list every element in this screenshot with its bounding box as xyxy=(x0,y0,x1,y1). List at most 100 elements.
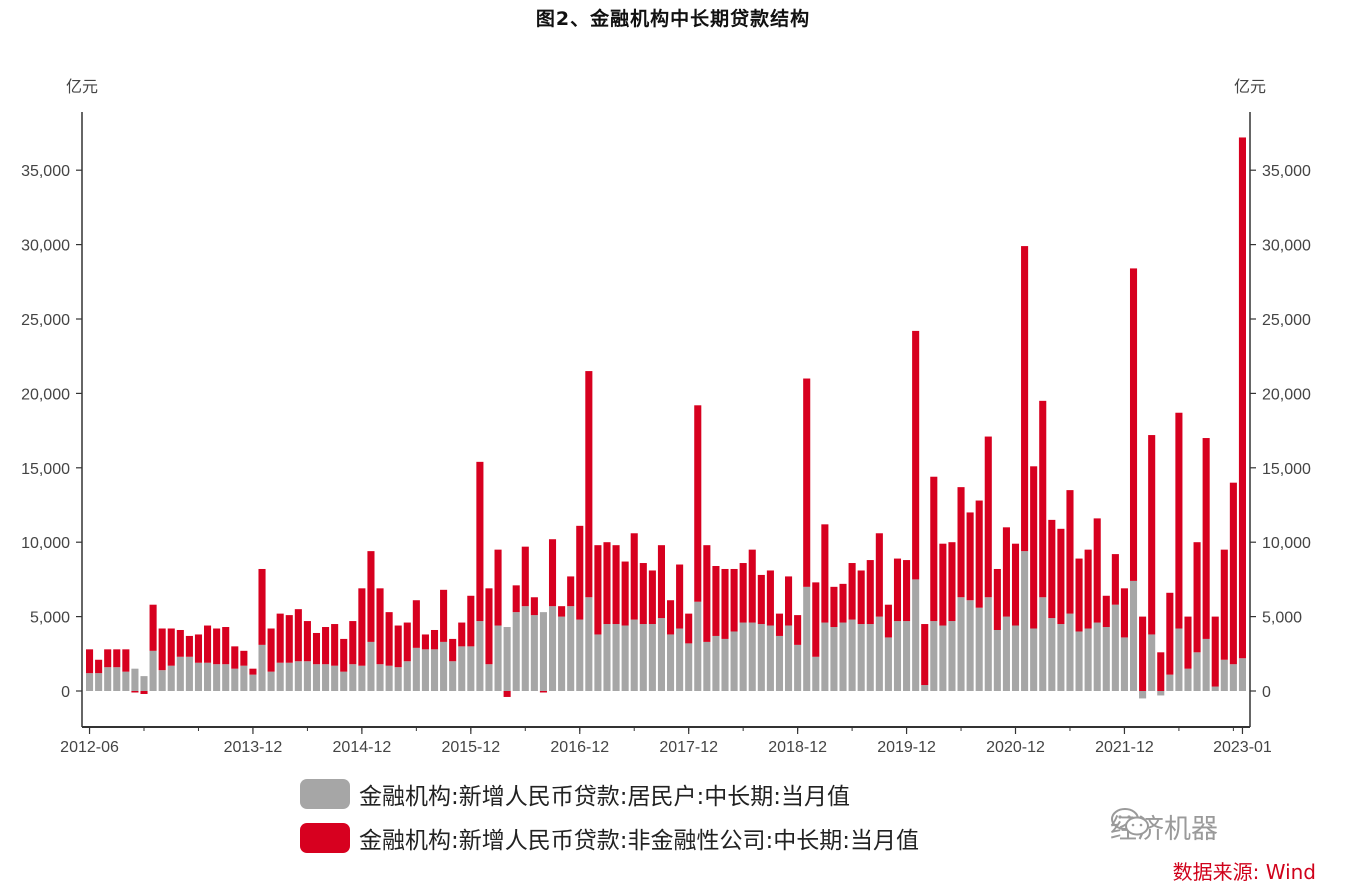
corporate-bar xyxy=(95,659,103,674)
chart-title: 图2、金融机构中长期贷款结构 xyxy=(535,8,811,30)
corporate-bar xyxy=(285,615,293,663)
corporate-bar xyxy=(512,585,520,613)
corporate-bar xyxy=(667,600,675,635)
household-bar xyxy=(331,665,339,691)
corporate-bar xyxy=(1120,588,1128,638)
corporate-bar xyxy=(567,576,575,607)
household-bar xyxy=(639,624,647,691)
wechat-icon xyxy=(1111,808,1149,836)
corporate-bar xyxy=(903,560,911,622)
corporate-bar xyxy=(585,371,593,598)
household-bar xyxy=(785,625,793,691)
household-bar xyxy=(1166,674,1174,691)
corporate-bar xyxy=(1166,592,1174,675)
household-bar xyxy=(730,631,738,691)
x-tick-label: 2013-12 xyxy=(224,739,283,756)
household-bar xyxy=(303,661,311,691)
household-bar xyxy=(204,662,212,691)
household-bar xyxy=(1211,686,1219,691)
corporate-bar xyxy=(167,628,175,666)
household-bar xyxy=(340,671,348,691)
corporate-bar xyxy=(521,546,529,607)
corporate-bar xyxy=(1229,482,1237,665)
corporate-bar xyxy=(884,604,892,638)
corporate-bar xyxy=(449,638,457,662)
household-bar xyxy=(1111,604,1119,691)
corporate-bar xyxy=(1129,268,1138,581)
corporate-bar xyxy=(294,609,302,662)
corporate-bar xyxy=(685,613,693,644)
corporate-bar xyxy=(222,627,230,665)
corporate-bar xyxy=(548,539,557,607)
corporate-bar xyxy=(376,588,384,665)
household-bar xyxy=(158,670,166,691)
corporate-bar xyxy=(1193,542,1201,653)
household-bar xyxy=(440,641,448,691)
corporate-bar xyxy=(1093,518,1101,623)
corporate-bar xyxy=(476,461,484,622)
household-bar xyxy=(794,644,802,691)
corporate-bar xyxy=(1111,554,1119,605)
household-bar xyxy=(530,615,538,691)
left-y-tick-label: 15,000 xyxy=(21,461,70,478)
left-y-tick-label: 10,000 xyxy=(21,535,70,552)
household-bar xyxy=(830,627,838,691)
corporate-bar xyxy=(848,563,856,620)
corporate-bar xyxy=(730,568,738,632)
legend-swatch-household xyxy=(300,779,350,809)
household-bar xyxy=(258,644,266,691)
household-bar xyxy=(194,662,203,691)
household-bar xyxy=(312,664,321,691)
household-bar xyxy=(122,671,130,691)
household-bar xyxy=(403,661,411,691)
corporate-bar xyxy=(830,586,838,628)
left-y-tick-label: 20,000 xyxy=(21,386,70,403)
corporate-bar xyxy=(612,545,620,625)
corporate-bar xyxy=(630,533,638,620)
corporate-bar xyxy=(1057,528,1065,625)
x-tick-label: 2016-12 xyxy=(550,739,609,756)
corporate-bar xyxy=(803,378,811,587)
corporate-bar xyxy=(1011,543,1020,626)
household-bar xyxy=(449,661,457,691)
household-bar xyxy=(984,597,992,691)
corporate-bar xyxy=(403,622,411,662)
household-bar xyxy=(1193,652,1201,691)
household-bar xyxy=(185,656,193,691)
corporate-bar xyxy=(149,604,157,651)
corporate-bar xyxy=(948,542,956,622)
household-bar xyxy=(113,667,121,691)
household-bar xyxy=(267,671,275,691)
left-y-tick-label: 30,000 xyxy=(21,238,70,255)
corporate-bar xyxy=(1220,549,1228,660)
right-y-tick-label: 15,000 xyxy=(1262,461,1311,478)
corporate-bar xyxy=(1175,412,1183,629)
household-bar xyxy=(803,586,811,691)
household-bar xyxy=(467,646,475,691)
corporate-bar xyxy=(875,533,883,617)
household-bar xyxy=(576,619,584,691)
corporate-bar xyxy=(340,638,348,672)
household-bar xyxy=(240,665,248,691)
household-bar xyxy=(685,643,693,691)
household-bar xyxy=(1229,664,1237,691)
household-bar xyxy=(249,674,257,691)
household-bar xyxy=(875,616,883,691)
corporate-bar xyxy=(721,568,729,639)
household-bar xyxy=(884,637,892,691)
left-y-tick-label: 25,000 xyxy=(21,312,70,329)
household-bar xyxy=(285,662,293,691)
corporate-bar xyxy=(1102,595,1110,628)
household-bar xyxy=(1129,580,1138,691)
corporate-bar xyxy=(358,588,366,666)
household-bar xyxy=(621,625,629,691)
left-y-tick-label: 0 xyxy=(61,684,70,701)
corporate-bar xyxy=(839,583,847,623)
household-bar xyxy=(975,607,983,691)
household-bar xyxy=(95,673,103,691)
corporate-bar xyxy=(276,613,284,663)
household-bar xyxy=(494,625,502,691)
data-source: 数据来源: Wind xyxy=(1172,860,1316,884)
corporate-bar xyxy=(912,330,920,580)
household-bar xyxy=(766,625,774,691)
